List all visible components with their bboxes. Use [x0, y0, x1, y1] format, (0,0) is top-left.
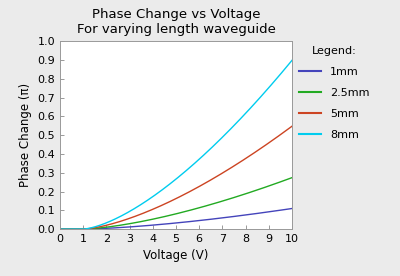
Y-axis label: Phase Change (π): Phase Change (π)	[19, 83, 32, 187]
X-axis label: Voltage (V): Voltage (V)	[143, 250, 209, 262]
Legend: 1mm, 2.5mm, 5mm, 8mm: 1mm, 2.5mm, 5mm, 8mm	[294, 41, 374, 145]
Title: Phase Change vs Voltage
For varying length waveguide: Phase Change vs Voltage For varying leng…	[76, 8, 276, 36]
